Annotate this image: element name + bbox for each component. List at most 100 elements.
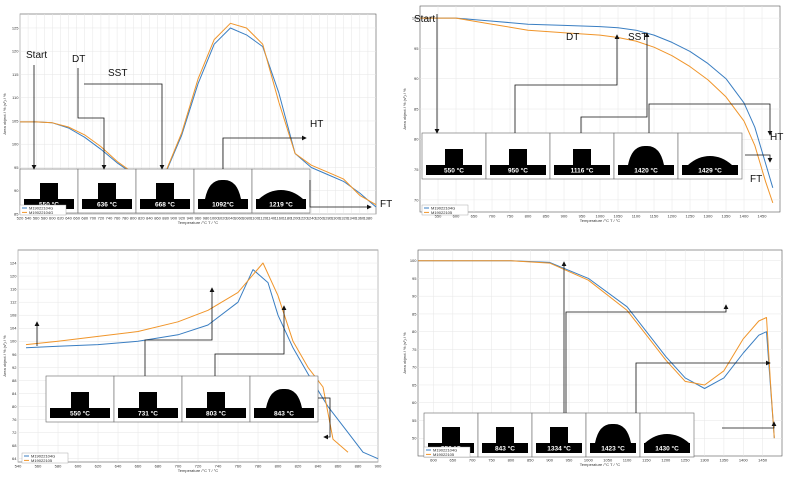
annotation-label-ht: HT bbox=[310, 119, 323, 130]
annotation-arrow bbox=[722, 421, 777, 429]
x-tick-label: 700 bbox=[89, 216, 96, 221]
x-tick-label: 680 bbox=[155, 464, 162, 469]
x-tick-label: 1100 bbox=[623, 458, 632, 463]
x-tick-label: 1200 bbox=[661, 458, 671, 463]
x-tick-label: 820 bbox=[138, 216, 145, 221]
y-tick-label: 108 bbox=[10, 313, 17, 318]
x-tick-label: 850 bbox=[527, 458, 534, 463]
x-tick-label: 840 bbox=[146, 216, 153, 221]
x-tick-label: 1050 bbox=[614, 214, 624, 219]
sample-image-label: 1092°C bbox=[212, 201, 234, 209]
y-tick-label: 60 bbox=[412, 400, 417, 405]
y-tick-label: 80 bbox=[414, 137, 419, 142]
x-tick-label: 1150 bbox=[650, 214, 659, 219]
x-tick-label: 1450 bbox=[758, 214, 768, 219]
sample-image-label: 1219 °C bbox=[269, 201, 293, 209]
y-tick-label: 120 bbox=[12, 49, 19, 54]
annotation-arrow bbox=[745, 154, 773, 163]
x-tick-label: 1120 bbox=[258, 216, 267, 221]
x-tick-label: 620 bbox=[57, 216, 64, 221]
x-tick-label: 860 bbox=[154, 216, 161, 221]
x-tick-label: 1350 bbox=[719, 458, 729, 463]
x-tick-label: 540 bbox=[15, 464, 22, 469]
y-tick-label: 64 bbox=[12, 456, 17, 461]
x-tick-label: 1300 bbox=[700, 458, 710, 463]
x-tick-label: 1200 bbox=[291, 216, 301, 221]
sample-image: 550 °C bbox=[45, 375, 115, 423]
x-tick-label: 740 bbox=[106, 216, 113, 221]
x-tick-label: 880 bbox=[162, 216, 169, 221]
sample-image: 1219 °C bbox=[251, 168, 311, 214]
sample-image: 803 °C bbox=[181, 375, 251, 423]
x-tick-label: 900 bbox=[170, 216, 177, 221]
x-axis-title: Temperature /°C T / °C bbox=[580, 462, 621, 467]
y-axis-title: Area object / % (s¹) / % bbox=[402, 332, 407, 374]
y-tick-label: 104 bbox=[10, 326, 17, 331]
annotation-arrow bbox=[309, 180, 372, 210]
y-tick-label: 116 bbox=[10, 287, 17, 292]
sample-image: 731 °C bbox=[113, 375, 183, 423]
x-tick-label: 520 bbox=[17, 216, 24, 221]
sample-image-label: 1429 °C bbox=[698, 167, 722, 175]
annotation-label-sst: SST bbox=[108, 68, 127, 79]
y-tick-label: 50 bbox=[412, 436, 417, 441]
legend-entry: M19022104G bbox=[31, 453, 55, 458]
sample-image-label: 636 °C bbox=[97, 201, 117, 209]
x-tick-label: 550 bbox=[435, 214, 442, 219]
y-tick-label: 72 bbox=[12, 430, 17, 435]
sample-image: 1116 °C bbox=[549, 132, 615, 180]
x-tick-label: 1240 bbox=[307, 216, 317, 221]
y-tick-label: 95 bbox=[14, 165, 19, 170]
x-tick-label: 800 bbox=[275, 464, 282, 469]
x-axis-title: Temperature /°C T / °C bbox=[580, 218, 621, 223]
y-tick-label: 115 bbox=[12, 72, 19, 77]
y-tick-label: 105 bbox=[12, 118, 19, 123]
legend-entry: M19022105 bbox=[431, 210, 453, 215]
annotation-label-start: Start bbox=[414, 14, 435, 25]
x-tick-label: 680 bbox=[81, 216, 88, 221]
sample-image-label: 843 °C bbox=[274, 410, 294, 418]
y-tick-label: 70 bbox=[412, 365, 417, 370]
y-tick-label: 55 bbox=[412, 418, 417, 423]
y-tick-label: 84 bbox=[12, 391, 17, 396]
x-tick-label: 560 bbox=[35, 464, 42, 469]
y-tick-label: 96 bbox=[12, 352, 17, 357]
legend-box bbox=[423, 446, 471, 458]
sample-image: 1429 °C bbox=[677, 132, 743, 180]
sample-image: 1420 °C bbox=[613, 132, 679, 180]
x-tick-label: 1340 bbox=[347, 216, 357, 221]
y-tick-label: 70 bbox=[414, 197, 419, 202]
x-tick-label: 1450 bbox=[758, 458, 768, 463]
x-axis-title: Temperature /°C T / °C bbox=[178, 468, 219, 473]
y-tick-label: 120 bbox=[10, 273, 17, 278]
sample-image-label: 950 °C bbox=[508, 167, 528, 175]
x-tick-label: 700 bbox=[489, 214, 496, 219]
x-tick-label: 940 bbox=[187, 216, 194, 221]
x-tick-label: 1050 bbox=[603, 458, 613, 463]
sample-image: 950 °C bbox=[485, 132, 551, 180]
x-tick-label: 580 bbox=[41, 216, 48, 221]
sample-image-label: 1430 °C bbox=[655, 445, 679, 453]
annotation-label-dt: DT bbox=[72, 54, 85, 65]
x-tick-label: 920 bbox=[178, 216, 185, 221]
annotation-arrow bbox=[77, 68, 107, 170]
annotation-arrow bbox=[214, 305, 287, 376]
x-tick-label: 740 bbox=[215, 464, 222, 469]
x-tick-label: 1040 bbox=[226, 216, 236, 221]
x-tick-label: 1350 bbox=[722, 214, 732, 219]
x-tick-label: 980 bbox=[203, 216, 210, 221]
x-tick-label: 600 bbox=[49, 216, 56, 221]
annotation-arrow bbox=[318, 397, 331, 440]
x-tick-label: 1300 bbox=[704, 214, 714, 219]
series-line-2 bbox=[20, 22, 377, 206]
chart-panel-3: 64 68 72 76 80 84 88 92 96 100 104 108 112 116 120 124 5… bbox=[0, 244, 398, 488]
x-tick-label: 1000 bbox=[584, 458, 594, 463]
y-tick-label: 95 bbox=[414, 46, 419, 51]
annotation-label-start: Start bbox=[26, 50, 47, 61]
legend-entry: M19022105 bbox=[31, 458, 53, 463]
y-tick-label: 90 bbox=[414, 76, 419, 81]
legend-box bbox=[19, 204, 67, 216]
legend-entry: M19022104G bbox=[431, 205, 455, 210]
annotation-label-dt: DT bbox=[566, 32, 579, 43]
x-tick-label: 540 bbox=[25, 216, 32, 221]
